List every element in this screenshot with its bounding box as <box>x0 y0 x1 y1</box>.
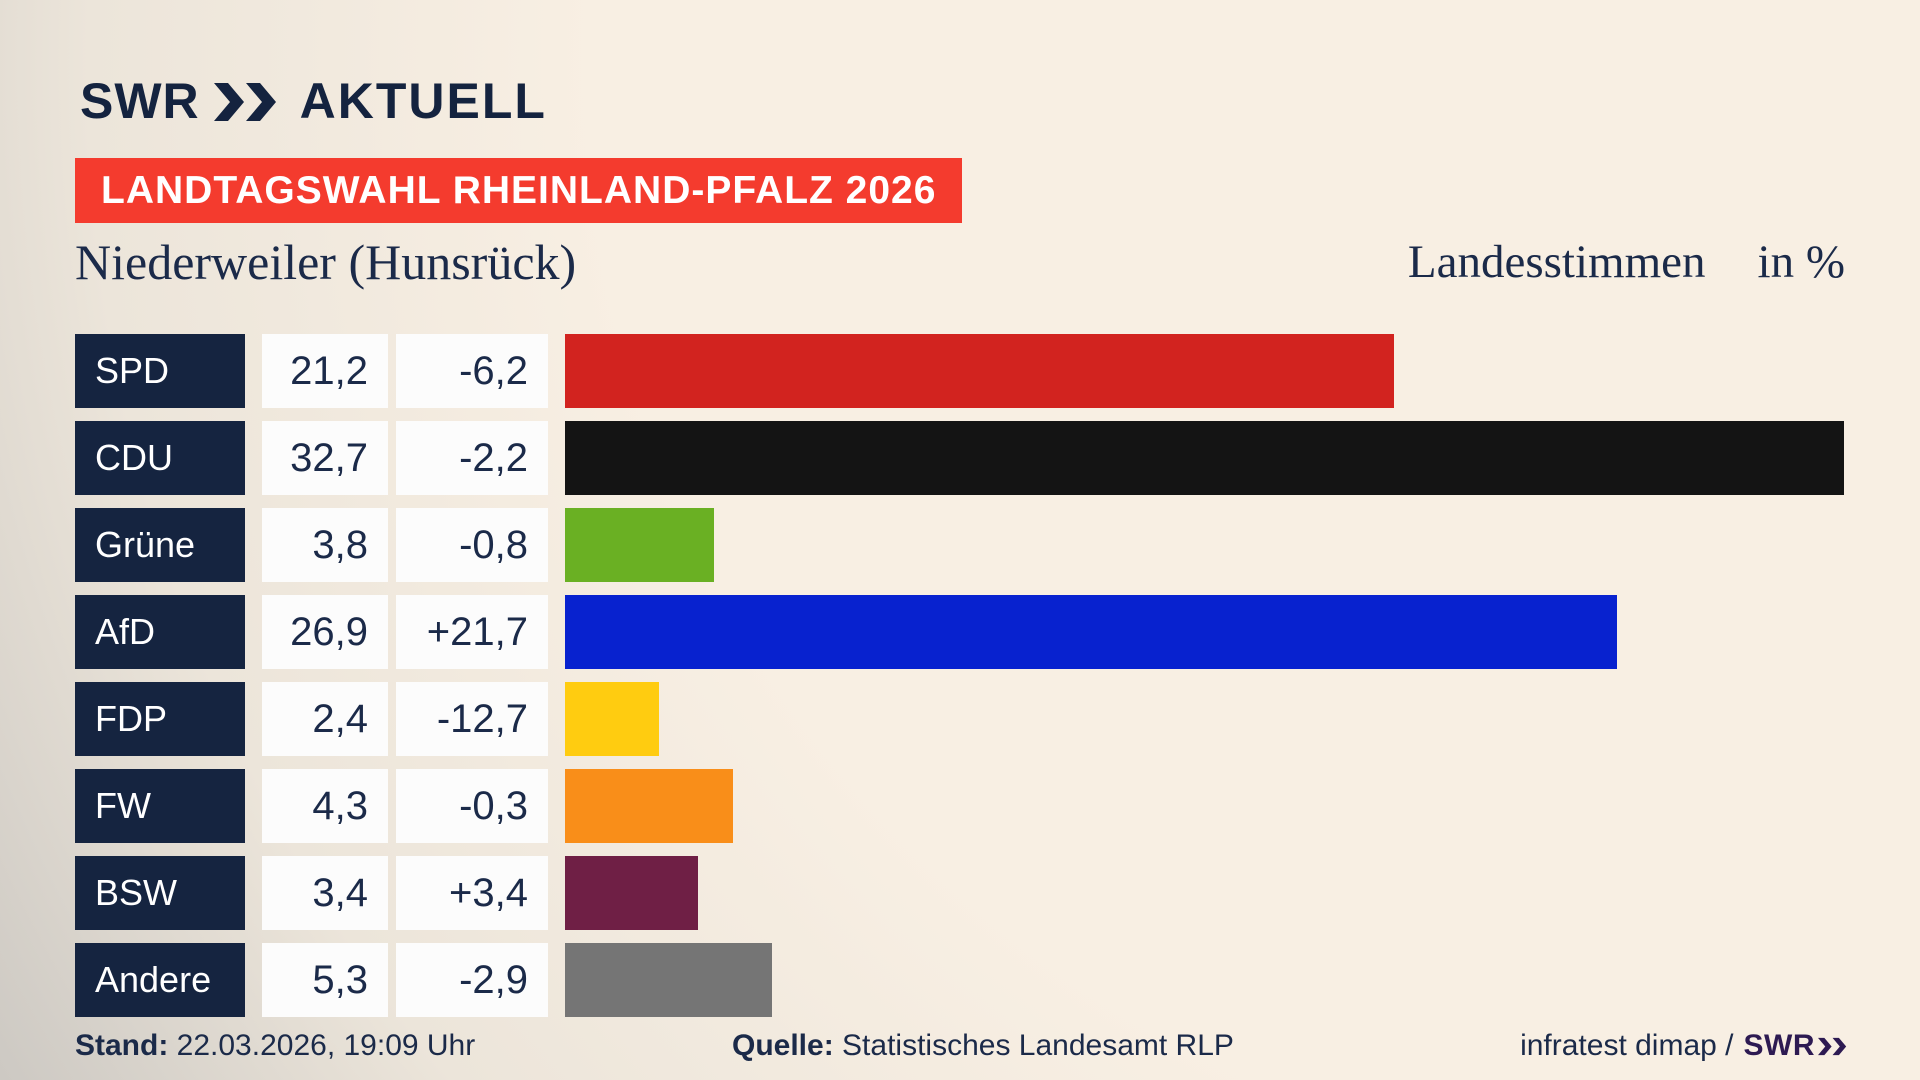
party-result-value: 4,3 <box>262 769 388 843</box>
party-change-value: +3,4 <box>396 856 548 930</box>
party-result-value: 3,4 <box>262 856 388 930</box>
measure-unit: in % <box>1757 236 1845 288</box>
party-result-bar <box>565 856 698 930</box>
party-name: BSW <box>75 856 245 930</box>
status-value: 22.03.2026, 19:09 Uhr <box>176 1029 476 1062</box>
status-timestamp: Stand: 22.03.2026, 19:09 Uhr <box>75 1026 475 1066</box>
party-row: BSW 3,4 +3,4 <box>75 856 1844 930</box>
party-result-bar <box>565 595 1617 669</box>
party-change-value: -12,7 <box>396 682 548 756</box>
party-result-bar <box>565 769 734 843</box>
party-change-value: -2,2 <box>396 421 548 495</box>
swr-aktuell-logo: SWR AKTUELL <box>80 72 547 130</box>
party-name: Andere <box>75 943 245 1017</box>
party-name: FDP <box>75 682 245 756</box>
party-name: FW <box>75 769 245 843</box>
credit-swr-brand: SWR <box>1744 1026 1849 1066</box>
party-change-value: -0,8 <box>396 508 548 582</box>
party-row: AfD 26,9 +21,7 <box>75 595 1844 669</box>
party-row: FW 4,3 -0,3 <box>75 769 1844 843</box>
party-change-value: +21,7 <box>396 595 548 669</box>
party-row: Andere 5,3 -2,9 <box>75 943 1844 1017</box>
aktuell-logo-text: AKTUELL <box>299 73 547 129</box>
party-row: SPD 21,2 -6,2 <box>75 334 1844 408</box>
source-label: Quelle: <box>732 1029 834 1062</box>
party-name: AfD <box>75 595 245 669</box>
credit-text: infratest dimap / <box>1520 1029 1734 1062</box>
swr-chevrons-small-icon <box>1818 1037 1847 1055</box>
party-result-value: 3,8 <box>262 508 388 582</box>
results-bar-chart: SPD 21,2 -6,2 CDU 32,7 -2,2 Grüne 3,8 -0… <box>75 334 1844 1017</box>
measure-title: Landesstimmen in % <box>1408 232 1845 292</box>
party-result-bar <box>565 682 659 756</box>
party-change-value: -0,3 <box>396 769 548 843</box>
party-result-bar <box>565 943 773 1017</box>
swr-chevrons-icon <box>213 83 280 121</box>
measure-label: Landesstimmen <box>1407 236 1706 288</box>
party-result-value: 5,3 <box>262 943 388 1017</box>
credit-note: infratest dimap / SWR <box>1520 1026 1848 1066</box>
credit-swr-text: SWR <box>1743 1029 1815 1062</box>
party-name: CDU <box>75 421 245 495</box>
municipality-title: Niederweiler (Hunsrück) <box>75 234 577 290</box>
party-row: Grüne 3,8 -0,8 <box>75 508 1844 582</box>
source-value: Statistisches Landesamt RLP <box>842 1029 1234 1062</box>
election-banner: LANDTAGSWAHL RHEINLAND-PFALZ 2026 <box>75 158 963 223</box>
party-name: Grüne <box>75 508 245 582</box>
party-result-value: 32,7 <box>262 421 388 495</box>
status-label: Stand: <box>75 1029 169 1062</box>
party-change-value: -2,9 <box>396 943 548 1017</box>
swr-logo-text: SWR <box>80 73 200 129</box>
subheader: Niederweiler (Hunsrück) Landesstimmen in… <box>75 232 1845 292</box>
party-result-value: 2,4 <box>262 682 388 756</box>
party-name: SPD <box>75 334 245 408</box>
party-result-value: 26,9 <box>262 595 388 669</box>
party-row: CDU 32,7 -2,2 <box>75 421 1844 495</box>
party-change-value: -6,2 <box>396 334 548 408</box>
source-note: Quelle: Statistisches Landesamt RLP <box>732 1026 1234 1066</box>
party-result-bar <box>565 334 1394 408</box>
party-result-value: 21,2 <box>262 334 388 408</box>
party-result-bar <box>565 508 714 582</box>
party-row: FDP 2,4 -12,7 <box>75 682 1844 756</box>
party-result-bar <box>565 421 1844 495</box>
